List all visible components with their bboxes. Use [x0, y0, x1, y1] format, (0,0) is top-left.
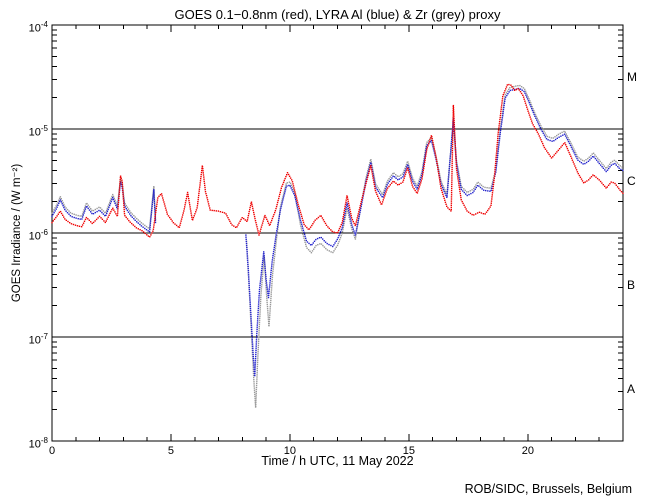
series-1-dots [245, 87, 624, 377]
flare-class-label-a: A [627, 382, 636, 396]
x-tick-label: 5 [167, 445, 175, 457]
x-tick-label: 15 [402, 445, 415, 457]
y-tick-label: 10-6 [28, 228, 48, 243]
series-0-dots [51, 178, 157, 230]
y-tick-label: 10-5 [28, 124, 48, 139]
flare-class-label-c: C [627, 174, 636, 188]
flare-class-label-b: B [627, 278, 636, 292]
x-tick-label: 0 [48, 445, 56, 457]
y-tick-label: 10-8 [28, 436, 48, 451]
credit-text: ROB/SIDC, Brussels, Belgium [464, 482, 632, 496]
x-axis-label: Time / h UTC, 11 May 2022 [261, 454, 414, 468]
x-tick-label: 20 [521, 445, 534, 457]
y-tick-label: 10-7 [28, 332, 48, 347]
series-2-dots [51, 83, 624, 238]
plot-title: GOES 0.1−0.8nm (red), LYRA Al (blue) & Z… [174, 7, 501, 22]
series-0-dots [245, 84, 623, 408]
series-1-dots [51, 181, 157, 233]
x-tick-label: 10 [283, 445, 297, 457]
y-tick-label: 10-4 [28, 20, 48, 35]
flare-class-label-m: M [627, 70, 637, 84]
